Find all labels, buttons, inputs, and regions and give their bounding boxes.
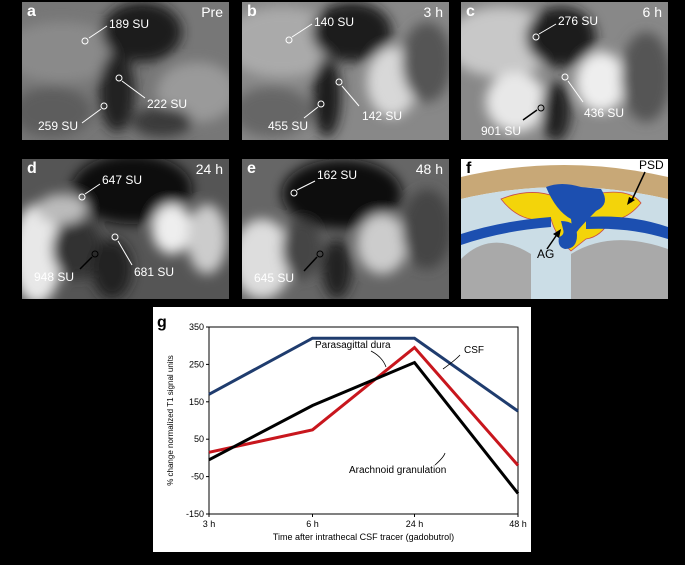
x-tick-label: 3 h: [203, 519, 216, 529]
annotation-overlay: [522, 23, 584, 121]
x-tick-label: 6 h: [306, 519, 319, 529]
roi-label: 901 SU: [481, 124, 522, 138]
panel-letter: g: [157, 314, 167, 331]
panel-letter: e: [247, 160, 256, 177]
roi-label: 645 SU: [254, 271, 295, 285]
panel-e: e 48 h 162 SU 645 SU: [242, 159, 449, 299]
y-tick-label: 250: [189, 359, 204, 369]
panel-a: a Pre 189 SU 222 SU 259 SU: [22, 2, 229, 140]
roi-label: 259 SU: [38, 119, 79, 133]
panel-letter: c: [466, 3, 475, 20]
mri-image-c: [461, 2, 668, 140]
roi-label: 222 SU: [147, 97, 188, 111]
series-annotation: Arachnoid granulation: [349, 465, 446, 476]
annotation-leader: [442, 354, 461, 370]
annotation-overlay: [290, 180, 324, 272]
ag-label: AG: [537, 247, 555, 261]
time-label: 24 h: [195, 161, 223, 177]
y-tick-label: 350: [189, 322, 204, 332]
roi-label: 142 SU: [362, 109, 403, 123]
y-tick-label: -150: [186, 509, 204, 519]
time-label: 6 h: [642, 4, 662, 20]
panel-letter: d: [27, 160, 37, 177]
roi-label: 436 SU: [584, 106, 625, 120]
time-label: 3 h: [423, 4, 443, 20]
panel-f: f PSD AG: [461, 159, 668, 299]
panel-letter: a: [27, 3, 36, 20]
plot-area: [208, 326, 519, 515]
annotation-overlay: [81, 25, 146, 124]
y-tick-label: -50: [191, 472, 204, 482]
x-tick-label: 24 h: [406, 519, 424, 529]
annotation-leader: [434, 452, 446, 466]
series-annotation: Parasagittal dura: [315, 340, 391, 351]
time-label: 48 h: [415, 161, 443, 177]
panel-letter: f: [466, 160, 472, 177]
panel-letter: b: [247, 3, 257, 20]
roi-label: 455 SU: [268, 119, 309, 133]
mri-image-b: [242, 2, 449, 140]
roi-label: 681 SU: [134, 265, 175, 279]
roi-label: 948 SU: [34, 270, 75, 284]
y-axis-label: % change normalized T1 signal units: [166, 355, 175, 486]
roi-label: 140 SU: [314, 15, 355, 29]
roi-label: 276 SU: [558, 14, 599, 28]
annotation-leader: [370, 350, 387, 368]
annotation-overlay: [285, 23, 360, 119]
panel-c: c 6 h 276 SU 436 SU 901 SU: [461, 2, 668, 140]
panel-b: b 3 h 140 SU 142 SU 455 SU: [242, 2, 449, 140]
roi-label: 647 SU: [102, 173, 143, 187]
series-annotation: CSF: [464, 345, 484, 356]
mri-image-d: [22, 159, 229, 299]
series-line: [208, 360, 520, 495]
y-tick-label: 150: [189, 397, 204, 407]
mri-image-a: [22, 2, 229, 140]
roi-label: 162 SU: [317, 168, 358, 182]
series-line: [208, 336, 519, 413]
y-tick-label: 50: [194, 434, 204, 444]
line-chart-panel: g 350 250 150 50 -50 -150 3 h 6 h 24 h 48 h Time af…: [153, 307, 531, 552]
x-tick-label: 48 h: [509, 519, 527, 529]
psd-label: PSD: [639, 159, 664, 172]
mri-image-e: [242, 159, 449, 299]
series-line: [208, 345, 520, 467]
x-axis-label: Time after intrathecal CSF tracer (gadob…: [273, 532, 454, 542]
annotation-overlay: [78, 183, 133, 270]
time-label: Pre: [201, 4, 223, 20]
roi-label: 189 SU: [109, 17, 150, 31]
panel-d: d 24 h 647 SU 681 SU 948 SU: [22, 159, 229, 299]
schematic-illustration: [461, 159, 668, 299]
